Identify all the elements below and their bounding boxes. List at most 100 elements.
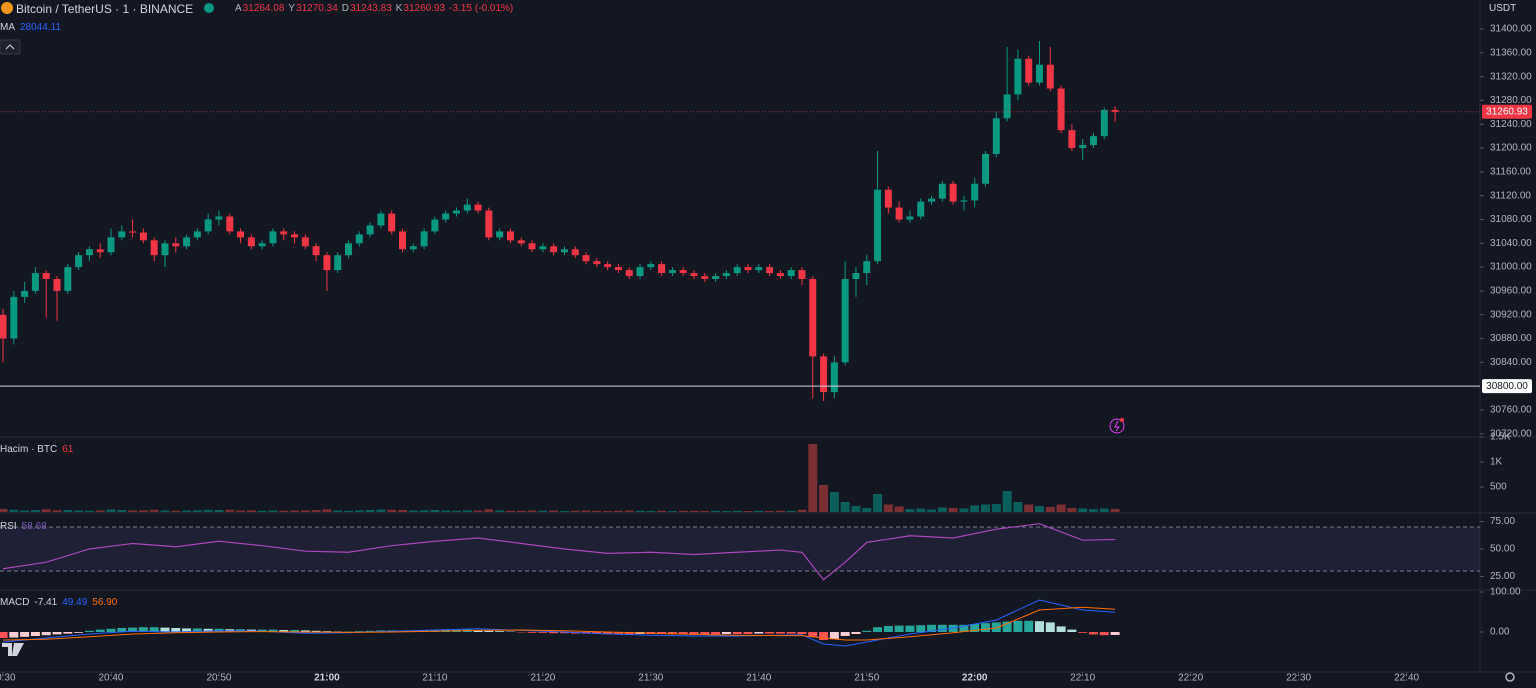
candle-body bbox=[571, 249, 579, 256]
macd-histogram-bar bbox=[106, 628, 116, 632]
macd-histogram-bar bbox=[840, 632, 850, 636]
change-pct: (-0.01%) bbox=[474, 3, 514, 14]
currency[interactable]: USDT bbox=[1489, 3, 1517, 14]
macd-histogram-bar bbox=[981, 623, 991, 632]
x-tick-label: 20:50 bbox=[206, 673, 231, 684]
settings-icon[interactable] bbox=[1505, 672, 1515, 682]
legend-title: RSI bbox=[0, 521, 17, 532]
volume-bar bbox=[106, 509, 116, 512]
macd-histogram-bar bbox=[30, 632, 40, 636]
macd-histogram-bar bbox=[851, 632, 861, 634]
volume-bar bbox=[52, 510, 62, 512]
macd-histogram-bar bbox=[279, 630, 289, 632]
macd-histogram-bar bbox=[1099, 632, 1109, 636]
x-tick-label: 21:10 bbox=[422, 673, 447, 684]
candle-body bbox=[841, 279, 849, 363]
candle-body bbox=[874, 189, 882, 262]
candle-body bbox=[755, 267, 763, 271]
macd-histogram-bar bbox=[603, 632, 613, 634]
y-tick-label: 100.00 bbox=[1490, 587, 1521, 598]
y-tick-label: 30920.00 bbox=[1490, 309, 1532, 320]
rsi-band bbox=[0, 526, 1480, 571]
candle-body bbox=[830, 362, 838, 393]
ohlc-key: Y bbox=[288, 3, 296, 14]
candle-body bbox=[118, 231, 126, 238]
volume-bar bbox=[1034, 506, 1044, 512]
candle-body bbox=[237, 231, 245, 238]
volume-bar bbox=[538, 510, 548, 512]
candle-body bbox=[593, 261, 601, 265]
plot bbox=[0, 40, 1119, 402]
legend-title: Hacim · BTC bbox=[0, 444, 58, 455]
macd-line bbox=[3, 606, 1116, 641]
ohlc-value: 31270.34 bbox=[296, 3, 338, 14]
macd-histogram-bar bbox=[1002, 621, 1012, 632]
volume-bar bbox=[0, 509, 8, 512]
macd-histogram-bar bbox=[192, 628, 202, 632]
last-price-label: 31260.93 bbox=[1486, 106, 1528, 117]
candle-body bbox=[420, 231, 428, 247]
candle-body bbox=[1089, 136, 1097, 146]
volume-bar bbox=[95, 510, 105, 512]
candle-body bbox=[452, 210, 460, 214]
candle-body bbox=[463, 204, 471, 211]
volume-bar bbox=[290, 510, 300, 512]
candle-body bbox=[679, 270, 687, 274]
symbol-title: Bitcoin / TetherUS · 1 · BINANCE bbox=[16, 2, 194, 16]
x-tick-label: 21:40 bbox=[746, 673, 771, 684]
candle-body bbox=[550, 246, 558, 253]
candle-body bbox=[1014, 58, 1022, 95]
volume-bar bbox=[1078, 508, 1088, 512]
candle-body bbox=[204, 219, 212, 232]
ohlc-key: A bbox=[235, 3, 242, 14]
volume-bar bbox=[667, 511, 677, 512]
ohlc-key: D bbox=[341, 3, 350, 14]
volume-bar bbox=[527, 510, 537, 512]
candle-body bbox=[582, 255, 590, 262]
candle-body bbox=[431, 219, 439, 232]
candle-body bbox=[982, 154, 990, 184]
volume-bar bbox=[1024, 504, 1034, 512]
candle-body bbox=[625, 270, 633, 277]
ohlc-key: K bbox=[395, 3, 403, 14]
ohlc-value: 31243.83 bbox=[350, 3, 392, 14]
volume-bar bbox=[30, 510, 40, 512]
candle-body bbox=[215, 216, 223, 220]
volume-bar bbox=[311, 510, 321, 512]
candle-body bbox=[658, 264, 666, 274]
collapse-button[interactable] bbox=[0, 39, 21, 55]
y-tick-label: 31080.00 bbox=[1490, 214, 1532, 225]
volume-bar bbox=[300, 510, 310, 512]
market-status bbox=[204, 3, 214, 13]
y-tick-label: 31040.00 bbox=[1490, 238, 1532, 249]
volume-bar bbox=[484, 509, 494, 512]
volume-bar bbox=[128, 510, 138, 512]
volume-bar bbox=[1067, 508, 1077, 512]
candle-body bbox=[949, 183, 957, 202]
volume-bar bbox=[63, 510, 73, 512]
candle-body bbox=[301, 237, 309, 247]
x-tick-label: 22:40 bbox=[1394, 673, 1419, 684]
y-tick-label: 30960.00 bbox=[1490, 286, 1532, 297]
macd-histogram-bar bbox=[765, 632, 775, 634]
tv-logo[interactable] bbox=[2, 643, 24, 656]
volume-bar bbox=[236, 510, 246, 512]
change: -3.15 bbox=[449, 3, 472, 14]
candle-body bbox=[733, 267, 741, 274]
volume-bar bbox=[678, 510, 688, 512]
volume-bar bbox=[624, 510, 634, 512]
macd-histogram-bar bbox=[1056, 626, 1066, 632]
candle-body bbox=[161, 243, 169, 256]
candle-body bbox=[798, 270, 806, 280]
alert-icon[interactable] bbox=[1109, 418, 1125, 434]
volume-bar bbox=[959, 508, 969, 512]
candle-body bbox=[10, 296, 18, 339]
volume-bar bbox=[225, 509, 235, 512]
macd-histogram-bar bbox=[149, 627, 159, 632]
volume-bar bbox=[862, 508, 872, 512]
macd-histogram-bar bbox=[754, 632, 764, 634]
volume-bar bbox=[203, 509, 213, 512]
macd-histogram-bar bbox=[0, 632, 8, 638]
candle-body bbox=[852, 273, 860, 280]
collapse-icon bbox=[5, 44, 15, 50]
